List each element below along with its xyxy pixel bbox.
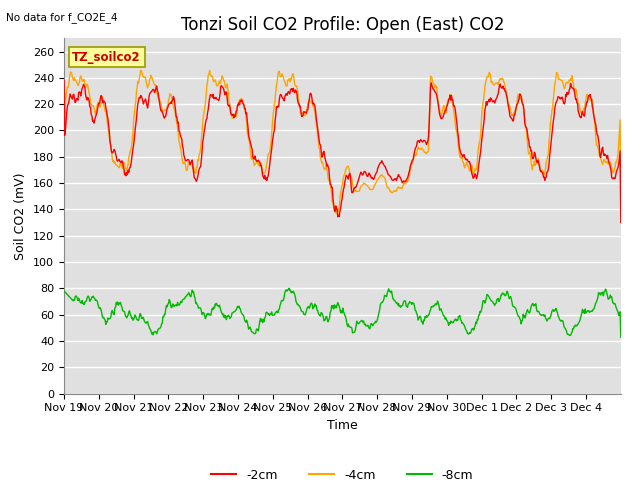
-4cm (94, 99, 102, 105)
Y-axis label: Soil CO2 (mV): Soil CO2 (mV) (15, 172, 28, 260)
-4cm (415, 146, 423, 152)
-8cm (285, 286, 293, 291)
-4cm (540, 172, 548, 178)
Line: -2cm: -2cm (64, 81, 621, 223)
Text: No data for f_CO2E_4: No data for f_CO2E_4 (6, 12, 118, 23)
-8cm (399, 302, 406, 308)
Line: -8cm: -8cm (64, 288, 621, 337)
-2cm (60, 78, 68, 84)
-2cm (398, 179, 406, 185)
Text: TZ_soilco2: TZ_soilco2 (72, 51, 141, 64)
Title: Tonzi Soil CO2 Profile: Open (East) CO2: Tonzi Soil CO2 Profile: Open (East) CO2 (180, 16, 504, 34)
-8cm (94, 302, 102, 308)
-2cm (483, 99, 490, 105)
-8cm (483, 292, 491, 298)
Legend: -2cm, -4cm, -8cm: -2cm, -4cm, -8cm (206, 464, 479, 480)
-8cm (60, 288, 68, 294)
-4cm (333, 211, 340, 216)
-8cm (540, 313, 548, 319)
-8cm (384, 288, 392, 294)
Line: -4cm: -4cm (64, 65, 621, 214)
-4cm (384, 184, 392, 190)
X-axis label: Time: Time (327, 419, 358, 432)
-4cm (60, 62, 68, 68)
-2cm (383, 169, 391, 175)
-8cm (617, 335, 625, 340)
-8cm (415, 314, 423, 320)
-4cm (617, 205, 625, 211)
-2cm (415, 138, 422, 144)
-2cm (617, 220, 625, 226)
-4cm (483, 74, 491, 80)
-2cm (94, 103, 102, 108)
-2cm (540, 174, 547, 180)
-4cm (399, 183, 406, 189)
